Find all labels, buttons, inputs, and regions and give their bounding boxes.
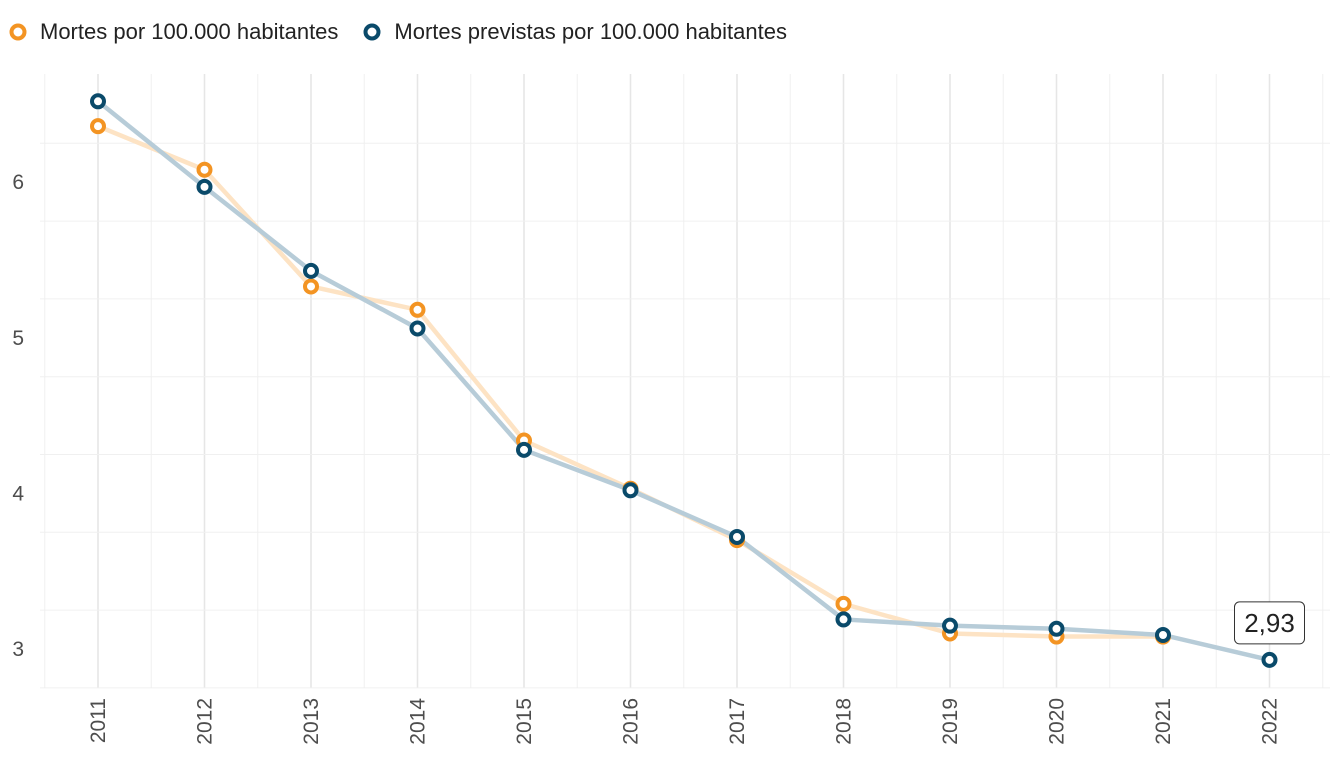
x-tick-label-2017: 2017 (726, 698, 749, 745)
y-tick-label-5: 5 (12, 327, 24, 350)
data-point-series-1-2015 (516, 441, 532, 458)
data-point-series-1-2017 (729, 528, 745, 545)
x-tick-label-2022: 2022 (1259, 698, 1282, 745)
y-tick-label-6: 6 (12, 171, 24, 194)
data-point-series-1-2019 (942, 617, 958, 634)
legend-label-mortes-previstas: Mortes previstas por 100.000 habitantes (394, 19, 787, 44)
annotation: 2,93 (1234, 601, 1305, 645)
data-point-series-1-2020 (1048, 620, 1065, 637)
data-point-series-0-2012 (196, 161, 213, 178)
data-point-series-1-2011 (90, 93, 106, 110)
data-point-series-1-2022 (1261, 651, 1278, 668)
annotation-label-0: 2,93 (1244, 608, 1295, 638)
grid (40, 74, 1330, 689)
legend: Mortes por 100.000 habitantes Mortes pre… (6, 14, 809, 50)
x-tick-label-2016: 2016 (620, 698, 643, 745)
x-tick-label-2011: 2011 (87, 698, 110, 743)
annotation-box-0 (1234, 601, 1305, 645)
legend-key-navy-circle-icon (363, 23, 381, 41)
data-point-series-1-2013 (303, 262, 319, 279)
data-point-series-0-2014 (409, 301, 426, 318)
x-tick-label-2020: 2020 (1046, 698, 1069, 745)
data-point-series-0-2018 (835, 595, 852, 612)
x-tick-label-2018: 2018 (833, 698, 856, 745)
x-tick-label-2015: 2015 (513, 698, 536, 745)
y-tick-label-3: 3 (12, 638, 24, 661)
legend-item-mortes: Mortes por 100.000 habitantes (6, 19, 338, 45)
data-point-series-0-2013 (303, 278, 319, 295)
legend-key-orange-circle-icon (9, 23, 27, 41)
x-tick-label-2013: 2013 (300, 698, 323, 745)
data-point-series-1-2021 (1155, 626, 1171, 643)
data-point-series-1-2012 (196, 178, 213, 195)
legend-label-mortes: Mortes por 100.000 habitantes (40, 19, 339, 44)
x-axis-labels: 2011 2012 2013 2014 2015 2016 2017 2018 2019 2020… (87, 698, 1282, 745)
x-tick-label-2014: 2014 (407, 698, 430, 745)
x-tick-label-2021: 2021 (1152, 698, 1175, 745)
y-axis-labels: 3 4 5 6 (12, 171, 24, 661)
series-line-1 (95, 99, 1272, 663)
legend-item-mortes-previstas: Mortes previstas por 100.000 habitantes (360, 19, 787, 45)
series-points (90, 93, 1278, 668)
data-point-series-0-2011 (90, 118, 106, 135)
data-point-series-1-2016 (622, 482, 639, 499)
y-tick-label-4: 4 (12, 482, 24, 505)
data-point-series-1-2018 (835, 611, 852, 628)
x-tick-label-2012: 2012 (194, 698, 217, 745)
x-tick-label-2019: 2019 (939, 698, 962, 745)
data-point-series-1-2014 (409, 320, 426, 337)
